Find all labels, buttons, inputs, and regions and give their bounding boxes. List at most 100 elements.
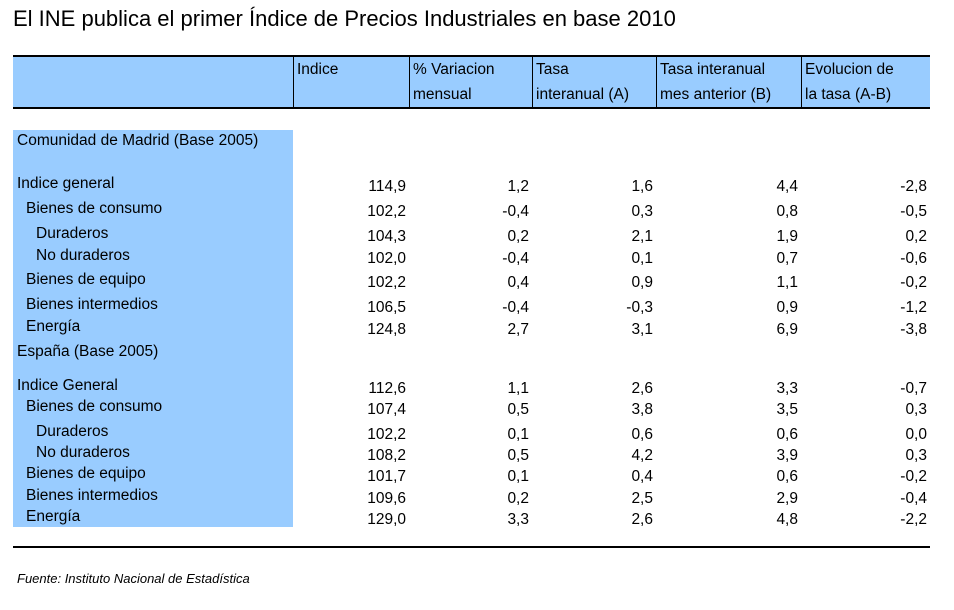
table-cell: 0,0 bbox=[905, 426, 927, 443]
header-tasa-a-line2: interanual (A) bbox=[536, 86, 630, 103]
header-cell-evolucion: Evolucion de la tasa (A-B) bbox=[801, 57, 930, 107]
table-cell: 4,2 bbox=[631, 447, 653, 464]
table-row: Energía 124,8 2,7 3,1 6,9 -3,8 bbox=[13, 316, 930, 338]
table-cell: 0,4 bbox=[507, 274, 529, 291]
table-cell: 3,1 bbox=[631, 321, 653, 338]
row-label: Duraderos bbox=[36, 423, 109, 440]
header-variacion-line1: % Variacion bbox=[413, 61, 495, 78]
table-cell: 0,9 bbox=[776, 299, 798, 316]
table-cell: -0,2 bbox=[900, 274, 927, 291]
table-cell: 1,9 bbox=[776, 228, 798, 245]
table-row: España (Base 2005) bbox=[13, 341, 930, 363]
table-cell: 112,6 bbox=[368, 380, 406, 397]
table-row: Duraderos 102,2 0,1 0,6 0,6 0,0 bbox=[13, 421, 930, 443]
table-cell: 102,0 bbox=[367, 250, 406, 267]
header-cell-label bbox=[13, 57, 293, 107]
table-cell: 3,5 bbox=[776, 401, 798, 418]
table-cell: -0,7 bbox=[900, 380, 927, 397]
table-cell: -0,4 bbox=[900, 490, 927, 507]
table-row: No duraderos 102,0 -0,4 0,1 0,7 -0,6 bbox=[13, 245, 930, 267]
table-cell: 2,7 bbox=[507, 321, 529, 338]
table-cell: 0,6 bbox=[776, 426, 798, 443]
table-cell: 108,2 bbox=[367, 447, 406, 464]
table-row: Bienes de equipo 101,7 0,1 0,4 0,6 -0,2 bbox=[13, 463, 930, 485]
table-cell: 2,1 bbox=[631, 228, 653, 245]
table-cell: 0,1 bbox=[631, 250, 653, 267]
table-cell: 0,2 bbox=[507, 228, 529, 245]
row-label: Bienes de equipo bbox=[26, 465, 146, 482]
table-cell: 0,3 bbox=[631, 203, 653, 220]
table-cell: 3,9 bbox=[776, 447, 798, 464]
header-evolucion-line2: la tasa (A-B) bbox=[805, 86, 892, 103]
table-cell: 3,8 bbox=[631, 401, 653, 418]
table-row: Indice general 114,9 1,2 1,6 4,4 -2,8 bbox=[13, 173, 930, 195]
table-cell: 0,5 bbox=[507, 401, 529, 418]
table-cell: -2,2 bbox=[900, 511, 927, 528]
table-cell: 0,6 bbox=[631, 426, 653, 443]
table-cell: 1,2 bbox=[507, 178, 529, 195]
row-label: Bienes intermedios bbox=[26, 487, 158, 504]
table-cell: 107,4 bbox=[367, 401, 406, 418]
table-cell: 6,9 bbox=[776, 321, 798, 338]
row-label: Energía bbox=[26, 318, 81, 335]
header-cell-tasa-a: Tasa interanual (A) bbox=[532, 57, 656, 107]
table-cell: 106,5 bbox=[367, 299, 406, 316]
table-row: Comunidad de Madrid (Base 2005) bbox=[13, 130, 930, 152]
table-cell: 1,6 bbox=[631, 178, 653, 195]
source-note: Fuente: Instituto Nacional de Estadístic… bbox=[17, 571, 250, 586]
table-row: Bienes de equipo 102,2 0,4 0,9 1,1 -0,2 bbox=[13, 269, 930, 291]
table-cell: 4,8 bbox=[776, 511, 798, 528]
header-tasa-b-line1: Tasa interanual bbox=[660, 61, 766, 78]
table-cell: -1,2 bbox=[900, 299, 927, 316]
header-tasa-b-line2: mes anterior (B) bbox=[660, 86, 772, 103]
table-cell: -0,6 bbox=[900, 250, 927, 267]
table-row: Duraderos 104,3 0,2 2,1 1,9 0,2 bbox=[13, 223, 930, 245]
table-cell: 2,5 bbox=[631, 490, 653, 507]
table-cell: 0,7 bbox=[776, 250, 798, 267]
table-cell: 124,8 bbox=[367, 321, 406, 338]
page-title: El INE publica el primer Índice de Preci… bbox=[13, 6, 676, 31]
table-cell: 114,9 bbox=[368, 178, 406, 195]
table-row: Bienes de consumo 102,2 -0,4 0,3 0,8 -0,5 bbox=[13, 198, 930, 220]
table-cell: 0,1 bbox=[507, 468, 529, 485]
table-cell: -0,4 bbox=[502, 203, 529, 220]
table-cell: 101,7 bbox=[367, 468, 406, 485]
table-cell: 0,4 bbox=[631, 468, 653, 485]
row-label: Comunidad de Madrid (Base 2005) bbox=[17, 132, 259, 149]
row-label: Duraderos bbox=[36, 225, 109, 242]
table-row: No duraderos 108,2 0,5 4,2 3,9 0,3 bbox=[13, 442, 930, 464]
row-label: Bienes de equipo bbox=[26, 271, 146, 288]
table-cell: -0,3 bbox=[626, 299, 653, 316]
row-label: Indice general bbox=[17, 175, 115, 192]
table-cell: 2,6 bbox=[631, 380, 653, 397]
table-cell: 3,3 bbox=[507, 511, 529, 528]
table-row: Bienes intermedios 106,5 -0,4 -0,3 0,9 -1,2 bbox=[13, 294, 930, 316]
table-cell: 4,4 bbox=[776, 178, 798, 195]
table-cell: 0,6 bbox=[776, 468, 798, 485]
table-cell: -0,5 bbox=[900, 203, 927, 220]
table-cell: 2,6 bbox=[631, 511, 653, 528]
table-cell: -3,8 bbox=[900, 321, 927, 338]
table-cell: -0,4 bbox=[502, 250, 529, 267]
table-row: Energía 129,0 3,3 2,6 4,8 -2,2 bbox=[13, 506, 930, 528]
table-cell: 129,0 bbox=[367, 511, 406, 528]
table-cell: 1,1 bbox=[776, 274, 798, 291]
table-cell: 3,3 bbox=[776, 380, 798, 397]
table-cell: 102,2 bbox=[367, 203, 406, 220]
table-cell: 102,2 bbox=[367, 426, 406, 443]
table-row: Bienes intermedios 109,6 0,2 2,5 2,9 -0,4 bbox=[13, 485, 930, 507]
table-cell: 0,9 bbox=[631, 274, 653, 291]
table-cell: -2,8 bbox=[900, 178, 927, 195]
row-label-column bbox=[13, 130, 293, 527]
table-row: Indice General 112,6 1,1 2,6 3,3 -0,7 bbox=[13, 375, 930, 397]
table-cell: 2,9 bbox=[776, 490, 798, 507]
header-cell-tasa-b: Tasa interanual mes anterior (B) bbox=[656, 57, 801, 107]
table-header: Indice % Variacion mensual Tasa interanu… bbox=[13, 55, 930, 109]
row-label: Bienes intermedios bbox=[26, 296, 158, 313]
table-cell: 0,2 bbox=[507, 490, 529, 507]
table-cell: 0,2 bbox=[905, 228, 927, 245]
row-label: No duraderos bbox=[36, 247, 130, 264]
table-row: Bienes de consumo 107,4 0,5 3,8 3,5 0,3 bbox=[13, 396, 930, 418]
table-bottom-rule bbox=[13, 546, 930, 548]
table-cell: 0,1 bbox=[507, 426, 529, 443]
